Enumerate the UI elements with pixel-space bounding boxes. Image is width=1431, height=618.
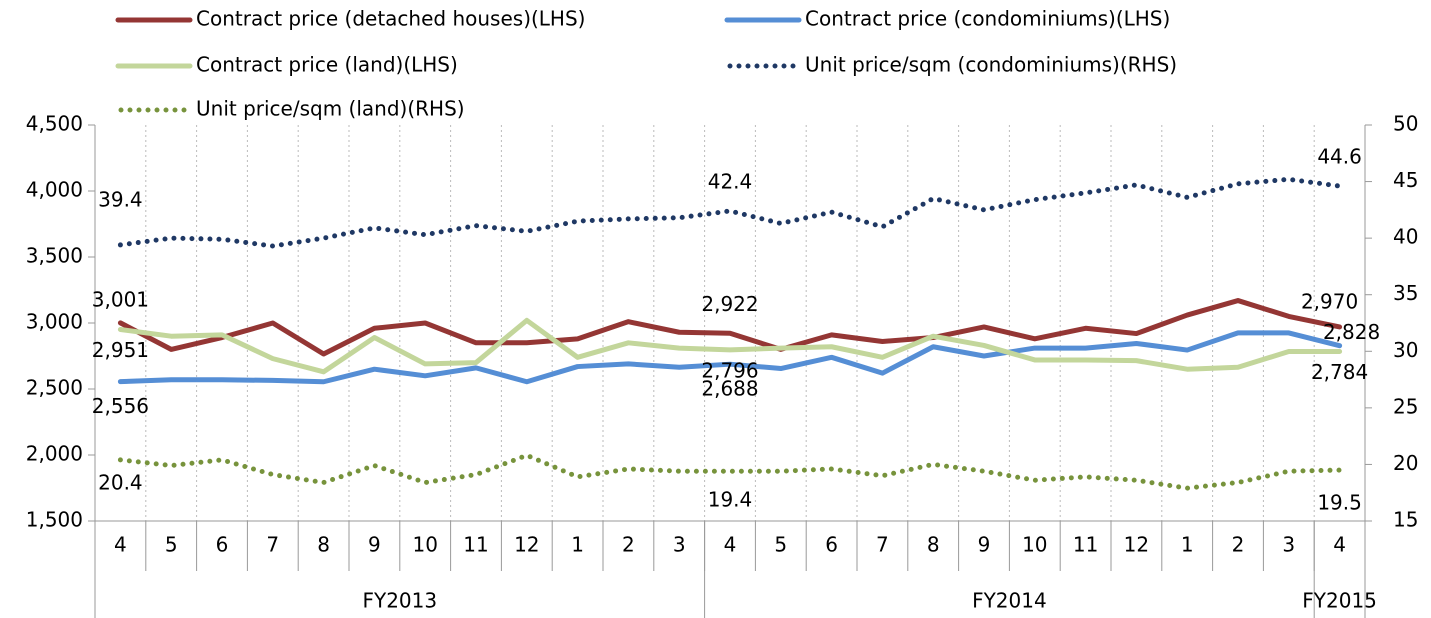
legend-label: Contract price (land)(LHS) [196,53,458,77]
group-label: FY2013 [362,589,437,613]
data-label: 2,828 [1323,320,1380,344]
x-tick-label: 4 [724,533,737,557]
data-label: 2,951 [92,338,149,362]
data-label: 19.4 [708,488,753,512]
x-tick-label: 11 [463,533,488,557]
x-tick-label: 3 [1282,533,1295,557]
y2-tick-label: 30 [1393,338,1418,362]
y-tick-label: 3,500 [26,244,83,268]
x-tick-label: 7 [876,533,889,557]
x-tick-label: 1 [571,533,584,557]
x-tick-label: 5 [774,533,787,557]
y-tick-label: 4,000 [26,178,83,202]
data-label: 2,922 [701,292,758,316]
group-label: FY2015 [1302,589,1377,613]
y-tick-label: 2,000 [26,442,83,466]
data-label: 42.4 [708,169,753,193]
y-tick-label: 2,500 [26,376,83,400]
group-label: FY2014 [972,589,1047,613]
x-tick-label: 6 [216,533,229,557]
data-label: 2,556 [92,394,149,418]
data-label: 2,796 [701,358,758,382]
x-tick-label: 8 [927,533,940,557]
y2-tick-label: 45 [1393,168,1418,192]
x-tick-label: 9 [978,533,991,557]
y2-tick-label: 20 [1393,451,1418,475]
data-label: 2,688 [701,377,758,401]
x-tick-label: 8 [317,533,330,557]
series-line [117,452,1343,491]
x-tick-label: 12 [514,533,539,557]
x-tick-label: 6 [825,533,838,557]
x-tick-label: 7 [266,533,279,557]
legend-label: Contract price (condominiums)(LHS) [805,7,1170,31]
y2-tick-label: 50 [1393,112,1418,136]
data-label: 2,970 [1301,289,1358,313]
data-label: 44.6 [1317,145,1362,169]
x-tick-label: 9 [368,533,381,557]
data-label: 39.4 [98,187,143,211]
x-tick-label: 2 [1232,533,1245,557]
data-label: 2,784 [1311,360,1368,384]
y2-tick-label: 40 [1393,225,1418,249]
series-line [117,298,1343,357]
series-line [117,317,1343,375]
data-label: 20.4 [98,470,143,494]
y-tick-label: 3,000 [26,310,83,334]
x-tick-label: 3 [673,533,686,557]
legend-label: Unit price/sqm (condominiums)(RHS) [805,53,1177,77]
series-line [117,330,1343,385]
x-tick-label: 11 [1073,533,1098,557]
y-tick-label: 4,500 [26,112,83,136]
x-tick-label: 12 [1124,533,1149,557]
y-tick-label: 1,500 [26,508,83,532]
x-tick-label: 4 [1333,533,1346,557]
legend-label: Unit price/sqm (land)(RHS) [196,97,465,121]
series-line [117,176,1343,249]
x-tick-label: 10 [412,533,437,557]
x-tick-label: 4 [114,533,127,557]
data-label: 19.5 [1317,491,1362,515]
x-tick-label: 10 [1022,533,1047,557]
data-label: 3,001 [92,287,149,311]
legend-label: Contract price (detached houses)(LHS) [196,7,585,31]
y2-tick-label: 35 [1393,281,1418,305]
y2-tick-label: 15 [1393,508,1418,532]
x-tick-label: 2 [622,533,635,557]
y2-tick-label: 25 [1393,394,1418,418]
x-tick-label: 5 [165,533,178,557]
x-tick-label: 1 [1181,533,1194,557]
